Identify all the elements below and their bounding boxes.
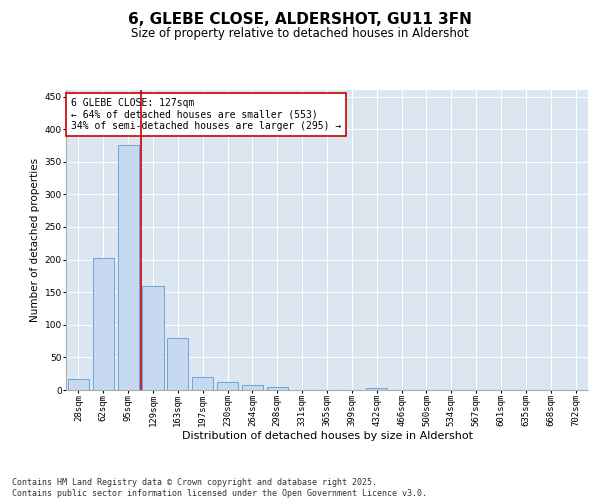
Bar bbox=[192, 377, 213, 390]
Bar bbox=[167, 338, 188, 390]
X-axis label: Distribution of detached houses by size in Aldershot: Distribution of detached houses by size … bbox=[182, 430, 473, 440]
Text: Contains HM Land Registry data © Crown copyright and database right 2025.
Contai: Contains HM Land Registry data © Crown c… bbox=[12, 478, 427, 498]
Bar bbox=[68, 379, 89, 390]
Text: Size of property relative to detached houses in Aldershot: Size of property relative to detached ho… bbox=[131, 28, 469, 40]
Text: 6, GLEBE CLOSE, ALDERSHOT, GU11 3FN: 6, GLEBE CLOSE, ALDERSHOT, GU11 3FN bbox=[128, 12, 472, 28]
Bar bbox=[242, 386, 263, 390]
Bar bbox=[217, 382, 238, 390]
Bar bbox=[366, 388, 387, 390]
Bar bbox=[267, 388, 288, 390]
Bar bbox=[118, 146, 139, 390]
Y-axis label: Number of detached properties: Number of detached properties bbox=[31, 158, 40, 322]
Text: 6 GLEBE CLOSE: 127sqm
← 64% of detached houses are smaller (553)
34% of semi-det: 6 GLEBE CLOSE: 127sqm ← 64% of detached … bbox=[71, 98, 341, 130]
Bar bbox=[93, 258, 114, 390]
Bar bbox=[142, 286, 164, 390]
